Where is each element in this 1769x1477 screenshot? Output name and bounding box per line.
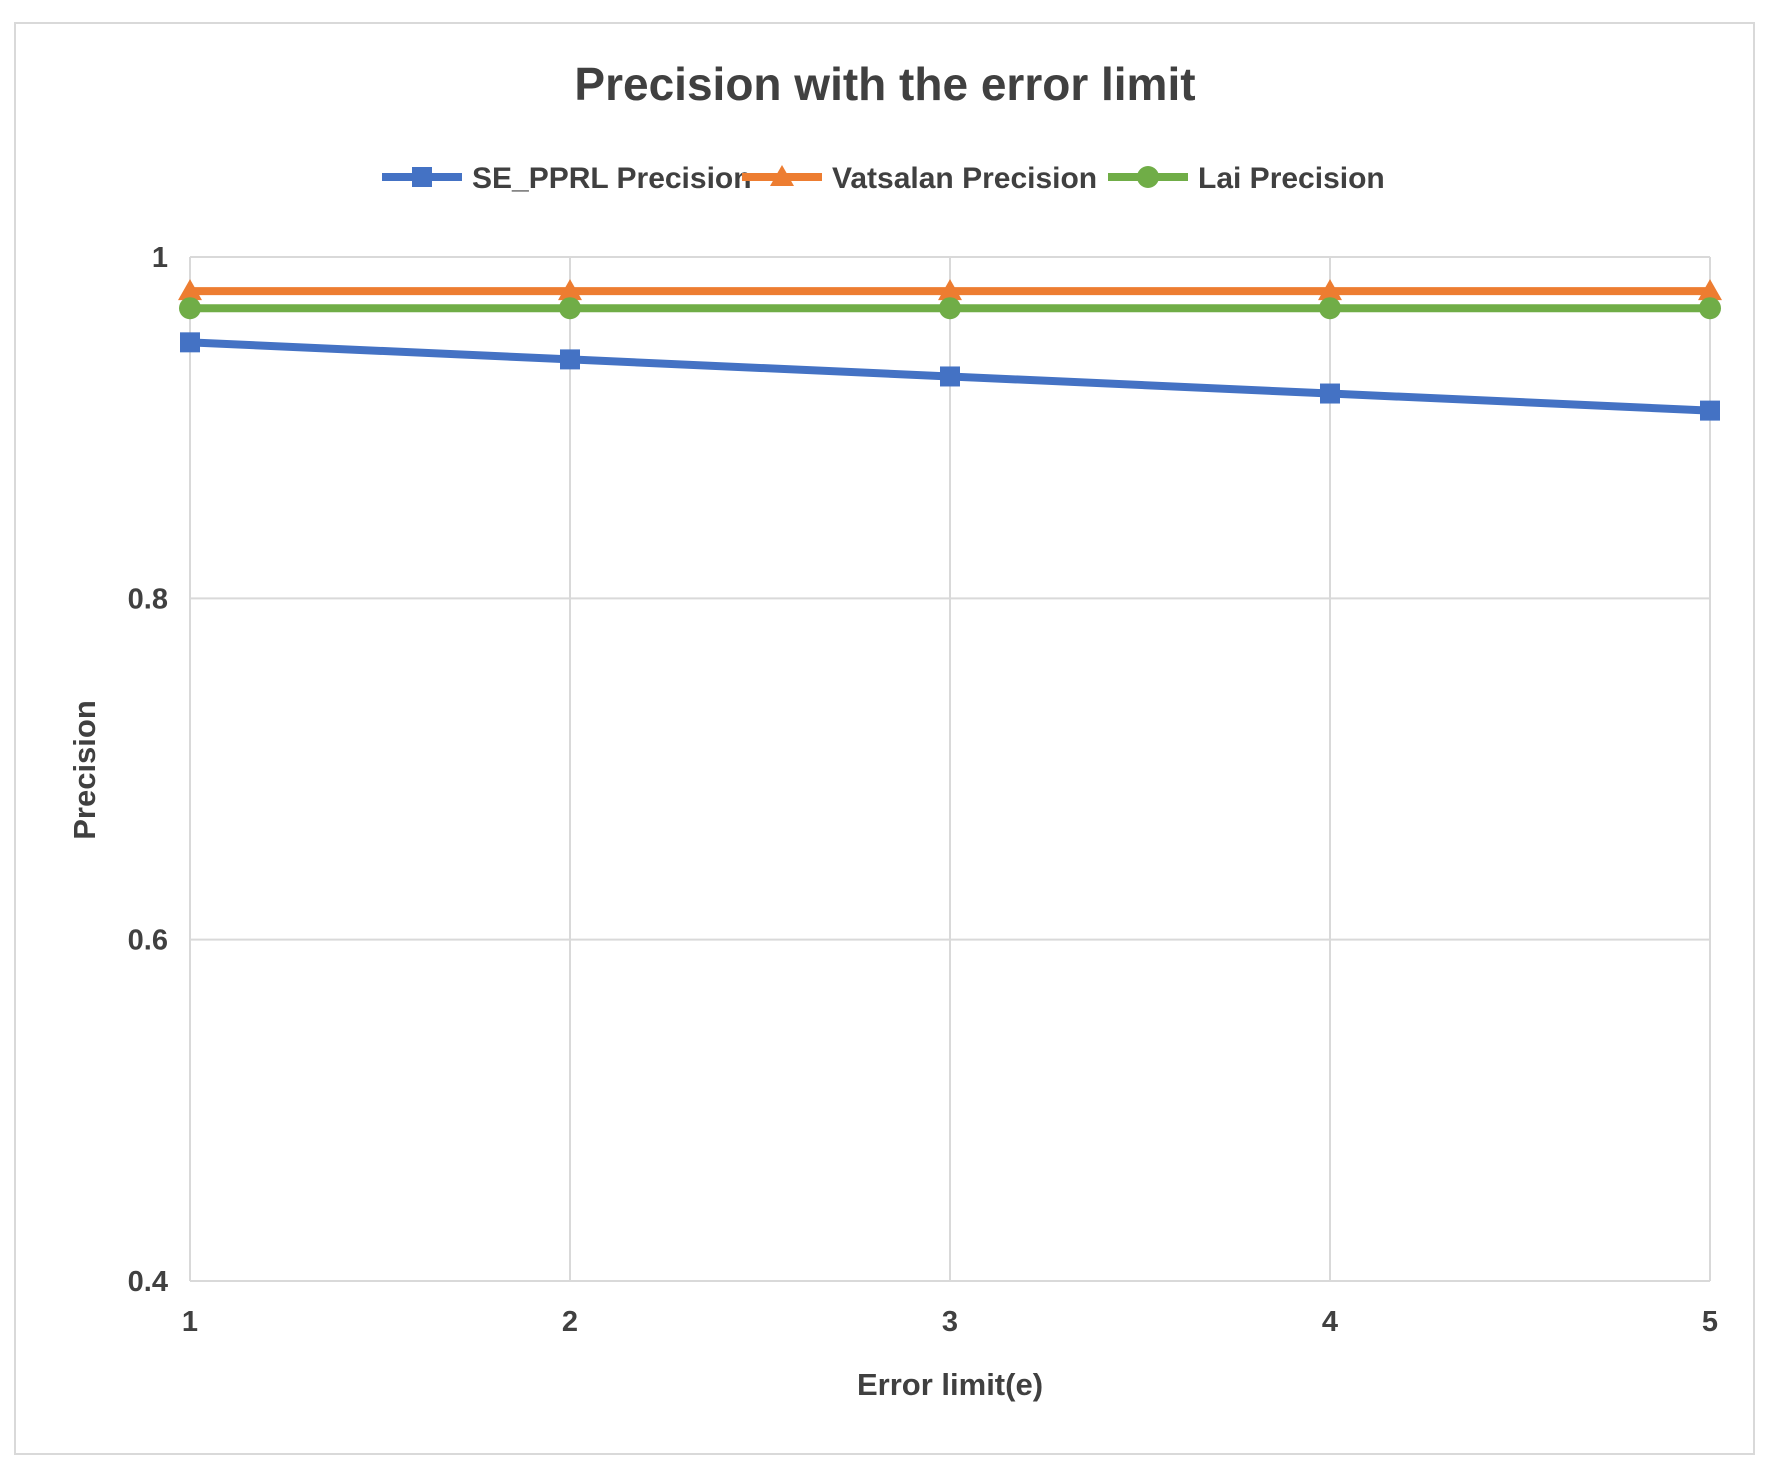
data-point — [939, 297, 961, 320]
data-point — [1700, 400, 1720, 421]
x-tick-label: 1 — [182, 1306, 198, 1338]
x-tick-label: 4 — [1322, 1306, 1338, 1338]
legend-item: Vatsalan Precision — [742, 162, 1097, 195]
data-point — [178, 279, 202, 301]
data-point — [1318, 279, 1342, 301]
series-se-pprl-precision — [180, 332, 1720, 421]
data-point — [179, 297, 201, 320]
data-point — [1699, 297, 1721, 320]
data-point — [938, 279, 962, 301]
y-axis-label: Precision — [67, 700, 102, 840]
data-point — [180, 332, 200, 353]
x-tick-label: 3 — [942, 1306, 958, 1338]
y-tick-label: 1 — [152, 242, 168, 274]
data-point — [558, 279, 582, 301]
y-tick-labels: 0.4 0.6 0.8 1 — [128, 242, 168, 1298]
data-point — [1698, 279, 1722, 301]
y-tick-label: 0.8 — [128, 583, 168, 615]
y-tick-label: 0.6 — [128, 925, 168, 957]
chart-frame — [14, 22, 1755, 1455]
legend-label: SE_PPRL Precision — [472, 162, 752, 195]
series-group — [178, 279, 1722, 421]
legend-item: Lai Precision — [1108, 162, 1385, 195]
series-lai-precision — [179, 297, 1721, 320]
legend-marker — [770, 165, 794, 186]
x-tick-label: 5 — [1702, 1306, 1718, 1338]
x-tick-label: 2 — [562, 1306, 578, 1338]
data-point — [1320, 383, 1340, 404]
legend-marker — [1137, 166, 1159, 188]
gridlines — [189, 256, 1711, 1282]
chart-title: Precision with the error limit — [574, 58, 1195, 110]
data-point — [1319, 297, 1341, 320]
data-point — [559, 297, 581, 320]
x-tick-labels: 1 2 3 4 5 — [182, 1306, 1718, 1338]
legend-label: Lai Precision — [1198, 162, 1385, 195]
legend-label: Vatsalan Precision — [832, 162, 1097, 195]
x-axis-label: Error limit(e) — [857, 1367, 1043, 1402]
y-tick-label: 0.4 — [128, 1266, 168, 1298]
legend: SE_PPRL Precision Vatsalan Precision Lai P… — [382, 162, 1385, 195]
series-vatsalan-precision — [178, 279, 1722, 301]
data-point — [940, 366, 960, 387]
data-point — [560, 349, 580, 370]
legend-marker — [412, 167, 432, 187]
legend-item: SE_PPRL Precision — [382, 162, 752, 195]
